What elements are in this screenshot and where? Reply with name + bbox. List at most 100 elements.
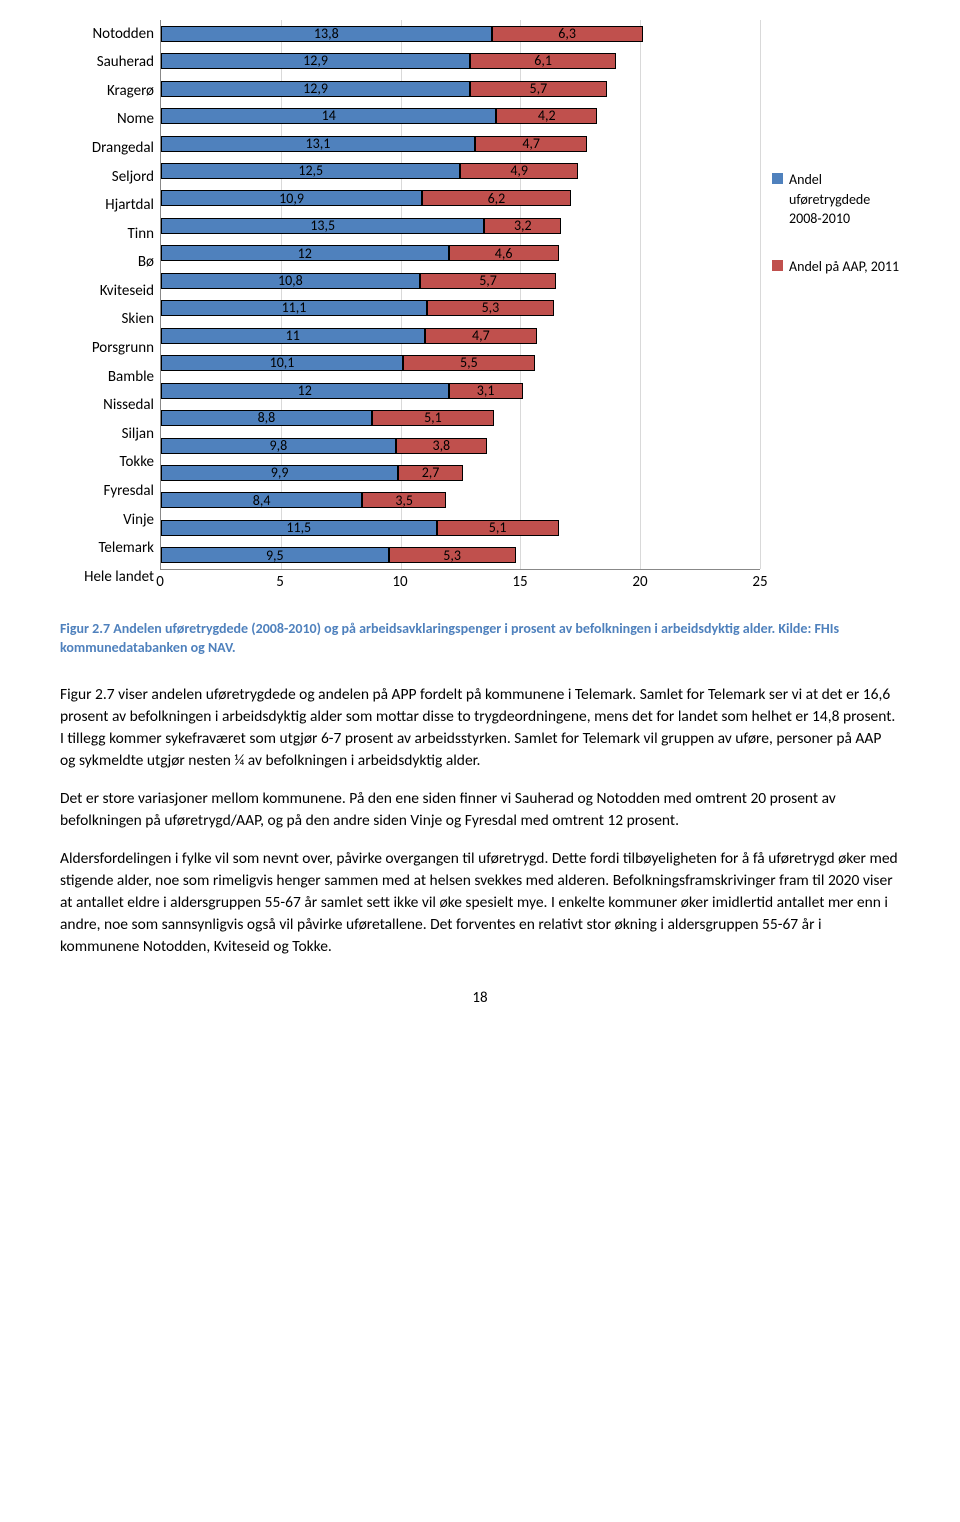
bar-segment-series2: 5,7 [420,273,557,289]
bar-segment-series1: 11,1 [161,300,427,316]
bar-row: 9,92,7 [161,459,760,486]
x-tick: 10 [392,572,407,593]
bar-segment-series2: 3,8 [396,438,487,454]
bar-row: 13,53,2 [161,212,760,239]
category-label: Bamble [60,364,154,392]
body-paragraph: Figur 2.7 viser andelen uføretrygdede og… [60,684,900,772]
bar-segment-series2: 4,9 [460,163,577,179]
bar-segment-series1: 9,5 [161,547,389,563]
bar-segment-series2: 6,1 [470,53,616,69]
category-label: Nissedal [60,392,154,420]
plot-area: 13,86,312,96,112,95,7144,213,14,712,54,9… [160,20,760,570]
bar-row: 13,86,3 [161,20,760,47]
bar-segment-series1: 8,4 [161,492,362,508]
bar-segment-series2: 3,2 [484,218,561,234]
bar-segment-series1: 9,9 [161,465,398,481]
category-label: Kviteseid [60,278,154,306]
category-label: Hjartdal [60,192,154,220]
x-tick: 0 [156,572,164,593]
bar-segment-series1: 13,5 [161,218,484,234]
x-tick: 20 [632,572,647,593]
bar-segment-series2: 4,7 [425,328,538,344]
bar-segment-series2: 5,3 [389,547,516,563]
bar-segment-series2: 2,7 [398,465,463,481]
category-label: Kragerø [60,78,154,106]
bar-segment-series2: 5,3 [427,300,554,316]
category-label: Siljan [60,421,154,449]
x-tick: 25 [752,572,767,593]
bar-row: 12,54,9 [161,157,760,184]
x-tick: 5 [276,572,284,593]
legend-swatch [772,173,783,184]
bar-segment-series1: 12 [161,383,449,399]
category-label: Bø [60,249,154,277]
bar-segment-series2: 4,2 [496,108,597,124]
y-axis-labels: NotoddenSauheradKragerøNomeDrangedalSelj… [60,20,160,592]
x-tick: 15 [512,572,527,593]
bar-row: 144,2 [161,102,760,129]
category-label: Nome [60,106,154,134]
bar-segment-series1: 12,5 [161,163,460,179]
category-label: Vinje [60,507,154,535]
bar-row: 10,85,7 [161,267,760,294]
bar-row: 8,85,1 [161,404,760,431]
legend-label: Andel uføretrygdede 2008-2010 [789,170,900,229]
bar-segment-series1: 12 [161,245,449,261]
bar-segment-series1: 11,5 [161,520,437,536]
legend-item: Andel uføretrygdede 2008-2010 [772,170,900,229]
bar-row: 124,6 [161,240,760,267]
bar-row: 12,96,1 [161,47,760,74]
bar-segment-series2: 6,3 [492,26,643,42]
bar-row: 114,7 [161,322,760,349]
body-paragraph: Aldersfordelingen i fylke vil som nevnt … [60,848,900,958]
bar-segment-series2: 3,5 [362,492,446,508]
bar-row: 12,95,7 [161,75,760,102]
bar-segment-series1: 14 [161,108,496,124]
bar-segment-series1: 10,9 [161,190,422,206]
bar-row: 10,96,2 [161,185,760,212]
stacked-bar-chart: NotoddenSauheradKragerøNomeDrangedalSelj… [60,20,900,602]
page-number: 18 [60,988,900,1009]
bar-row: 11,55,1 [161,514,760,541]
legend: Andel uføretrygdede 2008-2010 Andel på AA… [760,20,900,304]
category-label: Porsgrunn [60,335,154,363]
category-label: Tinn [60,221,154,249]
bar-segment-series1: 12,9 [161,81,470,97]
bar-row: 123,1 [161,377,760,404]
category-label: Fyresdal [60,478,154,506]
bar-segment-series1: 13,8 [161,26,492,42]
legend-item: Andel på AAP, 2011 [772,257,900,277]
category-label: Notodden [60,21,154,49]
category-label: Tokke [60,449,154,477]
bar-row: 13,14,7 [161,130,760,157]
bar-segment-series2: 3,1 [449,383,523,399]
bar-segment-series2: 5,5 [403,355,535,371]
bar-row: 9,55,3 [161,542,760,569]
category-label: Drangedal [60,135,154,163]
bar-segment-series1: 11 [161,328,425,344]
bar-segment-series1: 12,9 [161,53,470,69]
figure-caption: Figur 2.7 Andelen uføretrygdede (2008-20… [60,620,900,658]
category-label: Telemark [60,535,154,563]
legend-label: Andel på AAP, 2011 [789,257,899,277]
bar-segment-series2: 5,7 [470,81,607,97]
legend-swatch [772,260,783,271]
category-label: Hele landet [60,564,154,592]
bar-row: 8,43,5 [161,487,760,514]
bar-row: 9,83,8 [161,432,760,459]
bar-segment-series2: 6,2 [422,190,571,206]
bar-segment-series1: 9,8 [161,438,396,454]
bar-segment-series2: 4,6 [449,245,559,261]
bar-segment-series1: 13,1 [161,136,475,152]
bar-segment-series1: 8,8 [161,410,372,426]
bar-segment-series2: 5,1 [372,410,494,426]
category-label: Seljord [60,164,154,192]
bar-segment-series2: 5,1 [437,520,559,536]
bar-segment-series1: 10,8 [161,273,420,289]
bar-segment-series1: 10,1 [161,355,403,371]
category-label: Sauherad [60,49,154,77]
category-label: Skien [60,306,154,334]
body-paragraph: Det er store variasjoner mellom kommunen… [60,788,900,832]
bar-row: 10,15,5 [161,349,760,376]
bar-segment-series2: 4,7 [475,136,588,152]
